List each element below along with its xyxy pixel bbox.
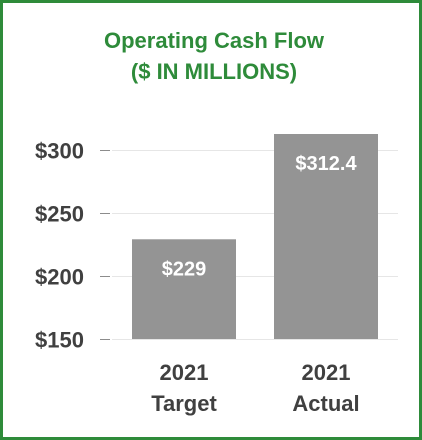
x-tick-label: Actual	[292, 391, 359, 416]
chart-title-line1: Operating Cash Flow	[103, 28, 325, 53]
x-tick-label: 2021	[302, 360, 351, 385]
y-tick-label: $150	[35, 328, 84, 353]
chart-title: Operating Cash Flow ($ IN MILLIONS)	[3, 25, 422, 87]
y-tick-label: $200	[35, 265, 84, 290]
y-tick-label: $300	[35, 139, 84, 164]
chart-title-line2: ($ IN MILLIONS)	[130, 59, 298, 84]
x-tick-label: Target	[151, 391, 217, 416]
bar-0	[132, 239, 236, 339]
data-label: $229	[162, 258, 207, 280]
y-tick-label: $250	[35, 202, 84, 227]
bar-1	[274, 134, 378, 339]
x-tick-label: 2021	[160, 360, 209, 385]
data-label: $312.4	[295, 153, 357, 175]
